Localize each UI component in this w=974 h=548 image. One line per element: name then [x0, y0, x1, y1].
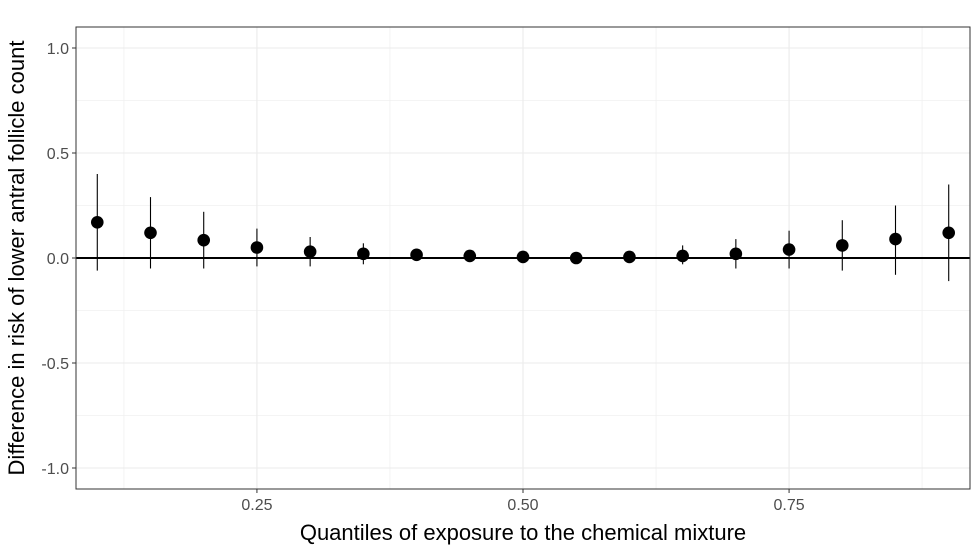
data-point: [197, 233, 211, 247]
data-point: [303, 245, 317, 258]
y-tick-label: -0.5: [41, 356, 69, 373]
data-point: [410, 248, 423, 262]
y-tick-label: 1.0: [47, 41, 69, 58]
data-point: [676, 249, 689, 263]
data-point: [250, 241, 264, 254]
data-point: [144, 226, 157, 240]
y-axis: -1.0 -0.5 0.0 0.5 1.0: [41, 41, 76, 478]
data-point: [782, 243, 796, 256]
data-point: [357, 247, 370, 261]
data-point: [729, 247, 743, 261]
data-point: [623, 250, 636, 264]
data-points: [90, 216, 956, 265]
y-tick-label: 0.0: [47, 251, 69, 268]
x-axis-title: Quantiles of exposure to the chemical mi…: [300, 520, 746, 545]
data-point: [569, 251, 583, 265]
data-point: [516, 250, 530, 264]
data-point: [463, 249, 477, 263]
y-axis-title: Difference in risk of lower antral folli…: [4, 41, 29, 476]
data-point: [889, 232, 902, 246]
x-axis: 0.25 0.50 0.75: [241, 489, 805, 514]
x-tick-label: 0.25: [241, 497, 272, 514]
x-tick-label: 0.75: [774, 497, 805, 514]
data-point: [835, 239, 849, 252]
y-tick-label: 0.5: [47, 146, 69, 163]
y-tick-label: -1.0: [41, 461, 69, 478]
data-point: [90, 216, 104, 229]
data-point: [942, 226, 956, 240]
x-tick-label: 0.50: [507, 497, 538, 514]
